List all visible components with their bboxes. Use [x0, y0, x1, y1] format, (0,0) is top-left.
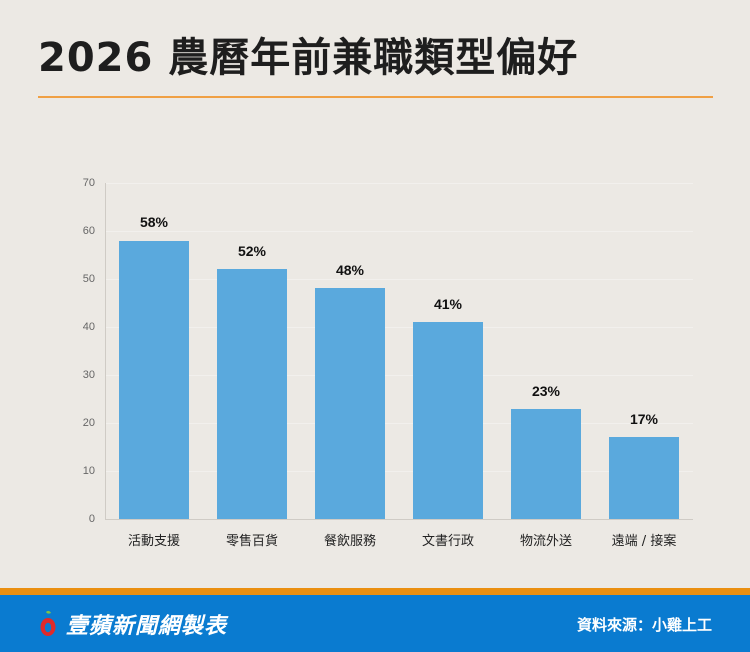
- gridline: [106, 183, 693, 184]
- y-tick-label: 20: [82, 417, 95, 429]
- bar-value-label: 52%: [237, 243, 267, 259]
- category-label: 餐飲服務: [323, 534, 376, 549]
- y-tick-label: 60: [82, 225, 95, 237]
- y-tick-label: 70: [82, 177, 95, 189]
- publisher-logo: 壹蘋新聞網製表: [38, 609, 227, 639]
- apple-icon: [40, 610, 56, 636]
- chart-title: 2026 農曆年前兼職類型偏好: [38, 35, 579, 81]
- bar-logistics: [511, 409, 581, 519]
- bar-activity-support: [119, 241, 189, 519]
- y-tick-label: 10: [82, 465, 95, 477]
- bar-retail: [217, 269, 287, 519]
- bar-value-label: 41%: [433, 296, 463, 312]
- gridline: [106, 471, 693, 472]
- y-tick-label: 0: [88, 513, 95, 525]
- gridline: [106, 231, 693, 232]
- bar-value-label: 58%: [139, 214, 169, 230]
- y-axis: [105, 183, 106, 520]
- footer-accent-stripe: [0, 588, 750, 595]
- bar-value-label: 48%: [335, 262, 365, 278]
- gridline: [106, 375, 693, 376]
- y-tick-label: 40: [82, 321, 95, 333]
- data-source: 資料來源：小雞上工: [576, 616, 712, 634]
- y-tick-label: 30: [82, 369, 95, 381]
- bar-value-label: 23%: [531, 383, 561, 399]
- category-label: 零售百貨: [225, 534, 278, 549]
- gridline: [106, 423, 693, 424]
- bar-chart: 0 10 20 30 40 50 60 70 58% 52% 48% 41% 2…: [82, 177, 693, 549]
- x-axis: [105, 519, 693, 520]
- gridline: [106, 327, 693, 328]
- category-label: 物流外送: [519, 534, 572, 549]
- category-label: 活動支援: [127, 534, 180, 549]
- title-divider: [38, 96, 713, 98]
- bar-food-service: [315, 288, 385, 519]
- category-label: 遠端 / 接案: [611, 534, 677, 549]
- bar-admin: [413, 322, 483, 519]
- publisher-name: 壹蘋新聞網製表: [66, 614, 228, 639]
- footer-band: 壹蘋新聞網製表 資料來源：小雞上工: [0, 595, 750, 652]
- gridline: [106, 279, 693, 280]
- y-tick-label: 50: [82, 273, 95, 285]
- bar-remote: [609, 437, 679, 519]
- bar-value-label: 17%: [629, 411, 659, 427]
- category-label: 文書行政: [421, 534, 474, 549]
